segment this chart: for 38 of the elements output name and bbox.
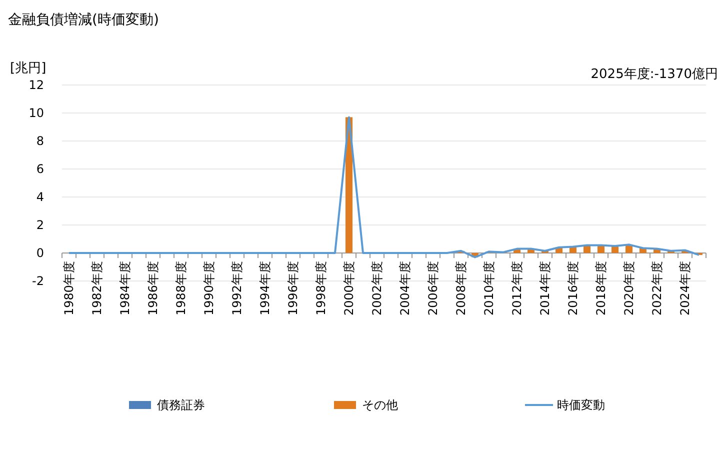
y-tick-label: 6 bbox=[36, 162, 44, 176]
y-tick-label: 0 bbox=[36, 246, 44, 260]
x-tick-label: 2014年度 bbox=[538, 261, 552, 316]
x-tick-label: 2004年度 bbox=[398, 261, 412, 316]
y-tick-label: 8 bbox=[36, 134, 44, 148]
chart-title: 金融負債増減(時価変動) bbox=[8, 11, 159, 28]
x-tick-label: 2018年度 bbox=[594, 261, 608, 316]
x-tick-label: 2002年度 bbox=[370, 261, 384, 316]
x-tick-label: 2020年度 bbox=[622, 261, 636, 316]
x-tick-label: 1998年度 bbox=[314, 261, 328, 316]
x-tick-label: 2012年度 bbox=[510, 261, 524, 316]
x-tick-label: 2024年度 bbox=[678, 261, 692, 316]
legend-label: 時価変動 bbox=[557, 398, 605, 412]
x-tick-label: 1994年度 bbox=[258, 261, 272, 316]
x-tick-label: 2010年度 bbox=[482, 261, 496, 316]
y-tick-label: 10 bbox=[28, 106, 44, 120]
y-tick-label: -2 bbox=[32, 274, 44, 288]
x-tick-label: 2006年度 bbox=[426, 261, 440, 316]
y-tick-label: 2 bbox=[36, 218, 44, 232]
x-tick-label: 2000年度 bbox=[342, 261, 356, 316]
y-tick-label: 4 bbox=[36, 190, 44, 204]
x-tick-label: 1980年度 bbox=[62, 261, 76, 316]
x-tick-label: 1986年度 bbox=[146, 261, 160, 316]
x-tick-label: 1992年度 bbox=[230, 261, 244, 316]
text: 2025年度:-1370億円 bbox=[590, 66, 718, 82]
legend-label: その他 bbox=[362, 398, 398, 412]
y-tick-label: 12 bbox=[28, 78, 44, 92]
x-tick-label: 1984年度 bbox=[118, 261, 132, 316]
x-tick-label: 1996年度 bbox=[286, 261, 300, 316]
x-tick-label: 2016年度 bbox=[566, 261, 580, 316]
x-tick-label: 2022年度 bbox=[650, 261, 664, 316]
x-tick-label: 2008年度 bbox=[454, 261, 468, 316]
x-tick-label: 1990年度 bbox=[202, 261, 216, 316]
legend-label: 債務証券 bbox=[157, 398, 205, 412]
x-tick-label: 1982年度 bbox=[90, 261, 104, 316]
x-tick-label: 1988年度 bbox=[174, 261, 188, 316]
y-axis-title: [兆円] bbox=[10, 61, 46, 76]
line-series bbox=[68, 116, 700, 258]
